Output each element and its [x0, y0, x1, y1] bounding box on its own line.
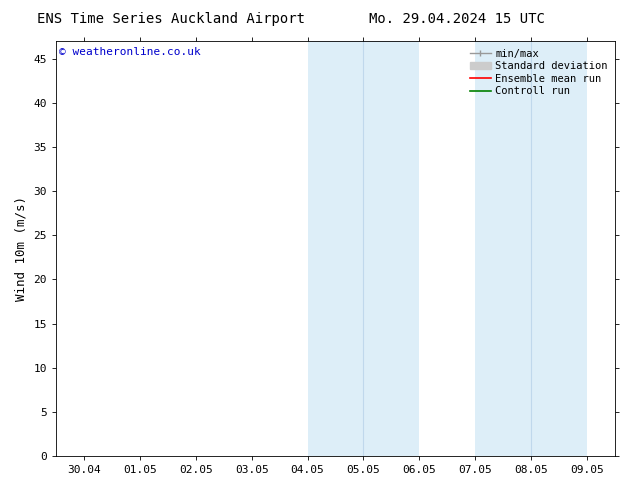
Text: Mo. 29.04.2024 15 UTC: Mo. 29.04.2024 15 UTC: [368, 12, 545, 26]
Text: © weatheronline.co.uk: © weatheronline.co.uk: [59, 48, 200, 57]
Legend: min/max, Standard deviation, Ensemble mean run, Controll run: min/max, Standard deviation, Ensemble me…: [468, 47, 610, 98]
Y-axis label: Wind 10m (m/s): Wind 10m (m/s): [15, 196, 28, 301]
Bar: [475, 41, 587, 456]
Bar: [307, 41, 419, 456]
Text: ENS Time Series Auckland Airport: ENS Time Series Auckland Airport: [37, 12, 305, 26]
